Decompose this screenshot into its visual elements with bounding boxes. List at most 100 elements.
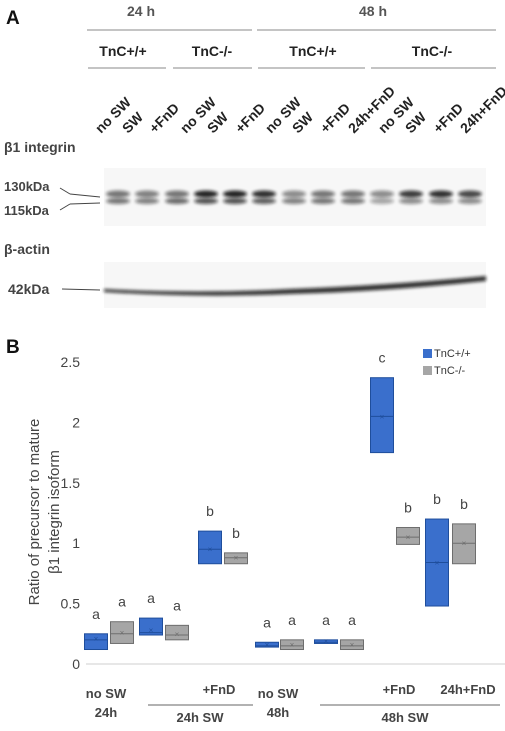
lane-label-6: +FnD <box>232 100 268 136</box>
integrin-band-lower <box>135 198 159 204</box>
box-body <box>452 523 476 565</box>
xlabel-fnd-48h: +FnD <box>383 682 416 697</box>
box-body <box>314 639 338 644</box>
significance-letter: b <box>433 491 441 507</box>
marker-42kda: 42kDa <box>8 281 49 297</box>
integrin-band-lower <box>341 198 365 204</box>
box-2-tnc-ko: ×a <box>165 597 189 641</box>
legend-swatch-tnc-wt <box>423 349 432 358</box>
integrin-band-upper <box>252 190 276 198</box>
box-1-tnc-wt: ×a <box>84 606 108 651</box>
integrin-band-lower <box>223 198 247 204</box>
xlabel-fnd-24h: +FnD <box>203 682 236 697</box>
significance-letter: a <box>263 614 271 630</box>
box-2-tnc-wt: ×a <box>139 590 163 636</box>
significance-letter: b <box>404 499 412 515</box>
significance-letter: b <box>232 525 240 541</box>
y-tick-label: 1.5 <box>61 475 81 491</box>
box-mean-marker: × <box>208 545 213 554</box>
integrin-band-upper <box>135 190 159 198</box>
svg-text:β1 integrin isoform: β1 integrin isoform <box>46 450 63 574</box>
box-5-tnc-ko: ×a <box>340 612 364 651</box>
box-mean-marker: × <box>324 637 329 646</box>
integrin-band-upper <box>282 190 306 198</box>
marker-130kda: 130kDa <box>4 179 50 194</box>
xlabel-48h-sw: 48h SW <box>382 710 430 725</box>
box-mean-marker: × <box>435 559 440 568</box>
significance-letter: a <box>288 612 296 628</box>
xlabel-no-sw-24h-1: no SW <box>86 686 127 701</box>
box-mean-marker: × <box>175 630 180 639</box>
genotype-header-4: TnC-/- <box>412 43 453 59</box>
box-plot: 00.511.522.5×a×a×a×a×b×b×a×a×a×a×c×b×b×b <box>61 350 505 672</box>
box-body <box>198 530 222 565</box>
genotype-header-1: TnC+/+ <box>99 43 146 59</box>
integrin-band-lower <box>252 198 276 204</box>
integrin-band-lower <box>458 198 482 204</box>
box-7-tnc-ko: ×b <box>452 496 476 565</box>
panel-a-letter: A <box>6 8 20 29</box>
box-mean-marker: × <box>234 554 239 563</box>
genotype-header-3: TnC+/+ <box>289 43 336 59</box>
integrin-band-lower <box>282 198 306 204</box>
box-body <box>370 377 394 454</box>
integrin-band-lower <box>370 198 394 204</box>
significance-letter: c <box>379 350 386 366</box>
marker-115kda-tick <box>59 203 71 211</box>
marker-115kda: 115kDa <box>4 203 50 218</box>
xlabel-no-sw-48h-1: no SW <box>258 686 299 701</box>
integrin-band-upper <box>429 190 453 198</box>
integrin-band-lower <box>311 198 335 204</box>
significance-letter: a <box>147 590 155 606</box>
integrin-band-upper <box>370 190 394 198</box>
integrin-band-upper <box>194 190 218 198</box>
box-mean-marker: × <box>120 629 125 638</box>
integrin-band-upper <box>341 190 365 198</box>
box-5-tnc-wt: ×a <box>314 612 338 646</box>
box-mean-marker: × <box>462 539 467 548</box>
significance-letter: b <box>206 503 214 519</box>
integrin-band-lower <box>106 198 130 204</box>
box-body <box>340 639 364 651</box>
lane-label-9: +FnD <box>317 100 353 136</box>
integrin-blot-label: β1 integrin <box>4 139 76 155</box>
actin-band <box>104 276 486 296</box>
legend-swatch-tnc-ko <box>423 366 432 375</box>
box-3-tnc-ko: ×b <box>224 525 248 565</box>
box-body <box>224 552 248 565</box>
integrin-band-lower <box>165 198 189 204</box>
legend-label-tnc-ko: TnC-/- <box>434 365 466 377</box>
header-24h: 24 h <box>127 3 155 19</box>
y-tick-label: 2 <box>72 414 80 430</box>
box-mean-marker: × <box>149 626 154 635</box>
integrin-band-upper <box>106 190 130 198</box>
box-mean-marker: × <box>406 533 411 542</box>
box-7-tnc-wt: ×b <box>425 491 449 607</box>
significance-letter: a <box>92 606 100 622</box>
box-body <box>165 624 189 641</box>
integrin-band-upper <box>458 190 482 198</box>
significance-letter: b <box>460 496 468 512</box>
box-mean-marker: × <box>290 641 295 650</box>
lane-label-3: +FnD <box>146 100 182 136</box>
legend-label-tnc-wt: TnC+/+ <box>434 348 471 360</box>
actin-bands <box>104 276 486 296</box>
box-mean-marker: × <box>265 641 270 650</box>
genotype-header-2: TnC-/- <box>192 43 233 59</box>
y-tick-label: 0 <box>72 656 80 672</box>
lane-label-13: +FnD <box>430 100 466 136</box>
marker-130kda-tick <box>59 187 71 195</box>
marker-42kda-tick <box>61 288 101 291</box>
integrin-band-upper <box>165 190 189 198</box>
integrin-band-upper <box>223 190 247 198</box>
actin-blot-label: β-actin <box>4 241 50 257</box>
significance-letter: a <box>348 612 356 628</box>
integrin-band-upper <box>399 190 423 198</box>
y-tick-label: 1 <box>72 535 80 551</box>
significance-letter: a <box>118 594 126 610</box>
integrin-band-lower <box>429 198 453 204</box>
box-6-tnc-ko: ×b <box>396 499 420 545</box>
legend: TnC+/+ TnC-/- <box>423 348 471 377</box>
box-body <box>280 639 304 651</box>
